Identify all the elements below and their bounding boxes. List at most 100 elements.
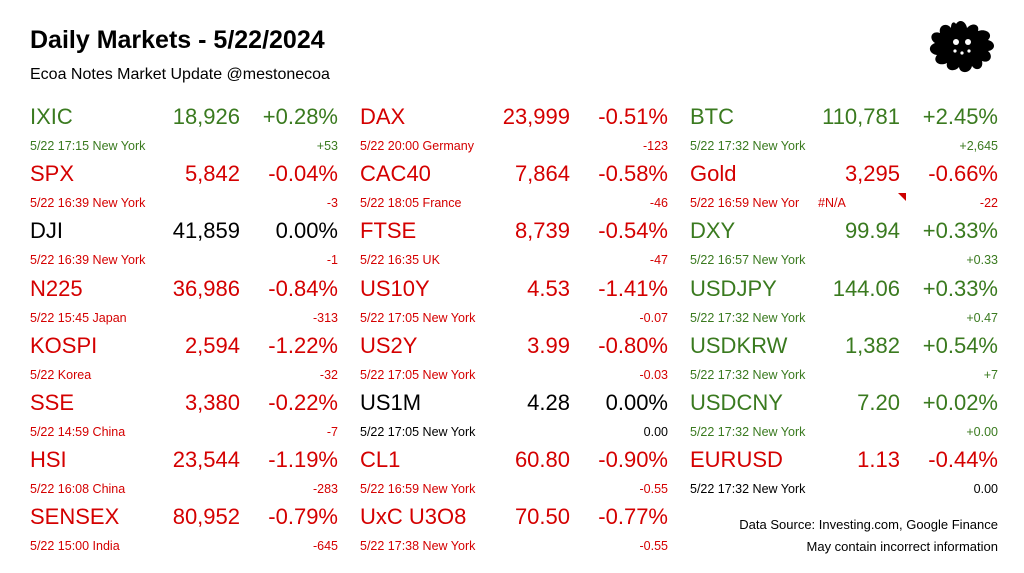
quote-change: -3: [326, 196, 338, 211]
quote-row: DJI 41,859 0.00% 5/22 16:39 New York -1: [30, 214, 340, 271]
quote-timestamp: 5/22 17:05 New York: [360, 424, 476, 439]
quote-percent-change: 0.00%: [275, 218, 338, 244]
quote-percent-change: -0.54%: [598, 218, 668, 244]
quote-change: +0.33: [966, 253, 998, 268]
quote-timestamp: 5/22 15:45 Japan: [30, 310, 127, 325]
quote-symbol: IXIC: [30, 104, 73, 129]
quote-percent-change: +2.45%: [922, 104, 998, 129]
quote-symbol: US10Y: [360, 275, 430, 301]
disclaimer-note: May contain incorrect information: [806, 539, 998, 554]
quote-change: -22: [979, 196, 998, 211]
quote-symbol: CL1: [360, 447, 401, 473]
page-title: Daily Markets - 5/22/2024: [30, 26, 325, 54]
quote-row: Gold 3,295 -0.66% 5/22 16:59 New Yor -22 #N/A: [690, 157, 1000, 214]
quote-timestamp: 5/22 17:32 New York: [690, 482, 806, 497]
quote-change: 0.00: [973, 482, 998, 497]
quote-price: 41,859: [172, 218, 240, 244]
quote-symbol: USDKRW: [690, 332, 788, 358]
quote-symbol: FTSE: [360, 218, 417, 244]
quote-symbol: UxC U3O8: [360, 504, 467, 530]
quote-price: 23,544: [172, 447, 240, 473]
quote-change: -32: [319, 367, 338, 382]
quote-change: -47: [649, 253, 668, 268]
quote-price: 2,594: [184, 332, 240, 358]
quote-timestamp: 5/22 17:05 New York: [360, 367, 476, 382]
quote-symbol: USDCNY: [690, 389, 783, 415]
market-column-fx-commodities: BTC 110,781 +2.45% 5/22 17:32 New York +2,64…: [690, 100, 1000, 500]
quote-price: 23,999: [502, 104, 570, 129]
quote-price: 99.94: [844, 218, 900, 244]
quote-symbol: SENSEX: [30, 504, 120, 530]
quote-price: 60.80: [514, 447, 570, 473]
quote-row: CAC40 7,864 -0.58% 5/22 18:05 France -46: [360, 157, 670, 214]
quote-change: -1: [326, 253, 338, 268]
quote-price: 3,380: [184, 389, 240, 415]
quote-change: -283: [312, 482, 338, 497]
quote-percent-change: +0.33%: [922, 275, 998, 301]
quote-percent-change: -0.84%: [268, 275, 338, 301]
quote-symbol: DXY: [690, 218, 736, 244]
quote-symbol: HSI: [30, 447, 67, 473]
splat-face-logo-icon: [929, 21, 994, 73]
quote-change: -123: [642, 139, 668, 153]
quote-row: UxC U3O8 70.50 -0.77% 5/22 17:38 New York -0…: [360, 500, 670, 557]
quote-change: -0.55: [639, 539, 669, 554]
quote-row: US1M 4.28 0.00% 5/22 17:05 New York 0.00: [360, 386, 670, 443]
quote-row: US2Y 3.99 -0.80% 5/22 17:05 New York -0.03: [360, 329, 670, 386]
quote-row: DAX 23,999 -0.51% 5/22 20:00 Germany -123: [360, 100, 670, 157]
quote-timestamp: 5/22 17:05 New York: [360, 310, 476, 325]
quote-timestamp: 5/22 17:32 New York: [690, 310, 806, 325]
quote-percent-change: 0.00%: [605, 389, 668, 415]
quote-timestamp: 5/22 17:32 New York: [690, 367, 806, 382]
quote-percent-change: -0.44%: [928, 447, 998, 473]
quote-row: USDCNY 7.20 +0.02% 5/22 17:32 New York +0.00: [690, 386, 1000, 443]
quote-percent-change: +0.02%: [922, 389, 998, 415]
quote-percent-change: -0.90%: [598, 447, 668, 473]
quote-price: 4.53: [527, 275, 570, 301]
quote-price: 144.06: [832, 275, 900, 301]
quote-price: 4.28: [527, 389, 570, 415]
quote-timestamp: 5/22 16:39 New York: [30, 253, 146, 268]
quote-timestamp: 5/22 16:35 UK: [360, 253, 440, 268]
quote-timestamp: 5/22 16:57 New York: [690, 253, 806, 268]
quote-percent-change: +0.33%: [922, 218, 998, 244]
quote-price: 5,842: [184, 161, 240, 187]
quote-price: 3.99: [527, 332, 570, 358]
quote-price: 1.13: [857, 447, 900, 473]
quote-percent-change: -0.80%: [598, 332, 668, 358]
quote-change: -313: [312, 310, 338, 325]
quote-symbol: Gold: [690, 161, 737, 187]
quote-change: +0.47: [966, 310, 998, 325]
quote-percent-change: -0.79%: [268, 504, 338, 530]
quote-price: 18,926: [172, 104, 240, 129]
quote-symbol: CAC40: [360, 161, 431, 187]
quote-percent-change: -0.77%: [598, 504, 668, 530]
quote-row: KOSPI 2,594 -1.22% 5/22 Korea -32: [30, 329, 340, 386]
quote-change: -0.55: [639, 482, 669, 497]
quote-symbol: KOSPI: [30, 332, 98, 358]
page-subtitle: Ecoa Notes Market Update @mestonecoa: [30, 66, 330, 83]
quote-percent-change: -0.22%: [268, 389, 338, 415]
quote-row: BTC 110,781 +2.45% 5/22 17:32 New York +2,64…: [690, 100, 1000, 157]
quote-price: 7.20: [857, 389, 900, 415]
quote-timestamp: 5/22 20:00 Germany: [360, 139, 474, 153]
quote-row: CL1 60.80 -0.90% 5/22 16:59 New York -0.55: [360, 443, 670, 500]
quote-timestamp: 5/22 17:32 New York: [690, 424, 806, 439]
quote-timestamp: 5/22 16:39 New York: [30, 196, 146, 211]
quote-percent-change: +0.28%: [262, 104, 338, 129]
quote-timestamp: 5/22 17:38 New York: [360, 539, 476, 554]
quote-change: +2,645: [959, 139, 998, 153]
quote-row: EURUSD 1.13 -0.44% 5/22 17:32 New York 0.00: [690, 443, 1000, 500]
quote-row: SSE 3,380 -0.22% 5/22 14:59 China -7: [30, 386, 340, 443]
quote-timestamp: 5/22 16:59 New Yor: [690, 196, 800, 211]
quote-change: -7: [326, 424, 338, 439]
quote-symbol: N225: [30, 275, 83, 301]
quote-percent-change: -0.66%: [928, 161, 998, 187]
quote-timestamp: 5/22 14:59 China: [30, 424, 126, 439]
quote-timestamp: 5/22 17:15 New York: [30, 139, 146, 153]
quote-symbol: DAX: [360, 104, 406, 129]
quote-symbol: EURUSD: [690, 447, 783, 473]
quote-timestamp: 5/22 16:08 China: [30, 482, 126, 497]
quote-percent-change: +0.54%: [922, 332, 998, 358]
quote-symbol: USDJPY: [690, 275, 777, 301]
